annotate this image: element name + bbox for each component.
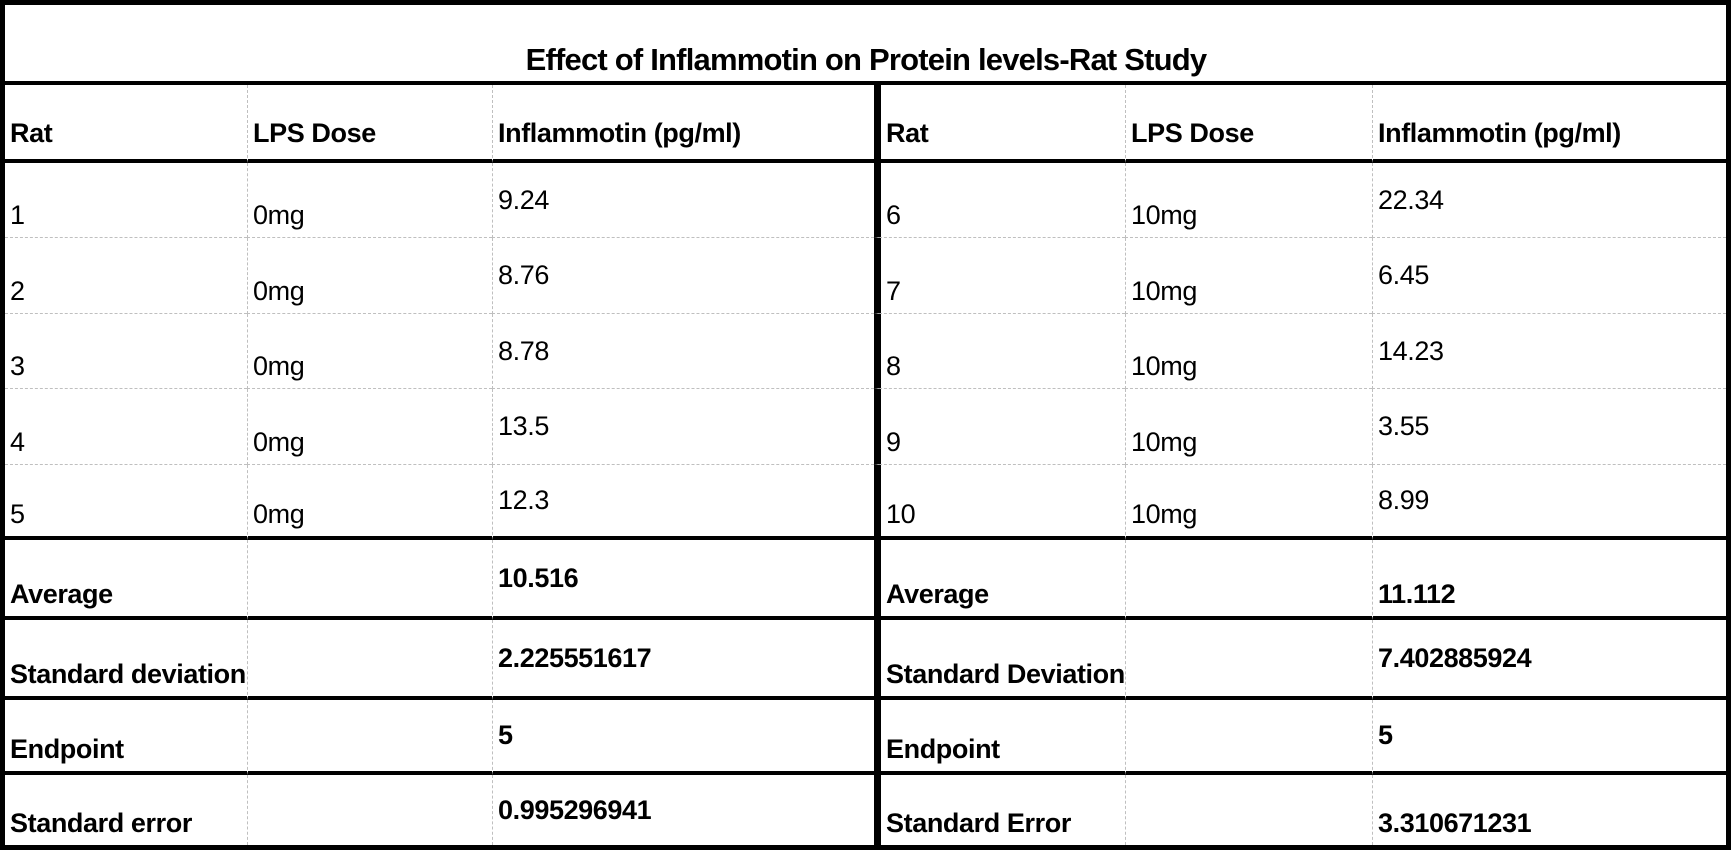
cell-lps-dose: 0mg [247,314,492,389]
cell-rat: 2 [5,238,247,314]
empty-cell [1125,620,1372,700]
empty-cell [247,540,492,620]
cell-rat: 1 [5,163,247,238]
summary-label-standard-deviation: Standard Deviation [874,620,1125,700]
summary-label-endpoint: Endpoint [5,700,247,775]
cell-inflammotin-value: 9.24 [492,163,874,238]
cell-rat: 7 [874,238,1125,314]
cell-inflammotin-value: 3.55 [1372,389,1726,465]
empty-cell [247,775,492,845]
right-header-lps-dose: LPS Dose [1125,85,1372,163]
summary-label-endpoint: Endpoint [874,700,1125,775]
cell-inflammotin-value: 12.3 [492,465,874,540]
empty-cell [247,700,492,775]
summary-value-average: 11.112 [1372,540,1726,620]
empty-cell [1125,775,1372,845]
cell-lps-dose: 10mg [1125,163,1372,238]
summary-value-standard-error: 3.310671231 [1372,775,1726,845]
empty-cell [1125,700,1372,775]
summary-label-standard-error: Standard Error [874,775,1125,845]
cell-inflammotin-value: 6.45 [1372,238,1726,314]
summary-label-standard-deviation: Standard deviation [5,620,247,700]
cell-inflammotin-value: 8.78 [492,314,874,389]
cell-lps-dose: 10mg [1125,314,1372,389]
cell-lps-dose: 0mg [247,389,492,465]
cell-rat: 10 [874,465,1125,540]
cell-lps-dose: 0mg [247,465,492,540]
summary-label-standard-error: Standard error [10,807,192,838]
cell-inflammotin-value: 14.23 [1372,314,1726,389]
cell-rat: 9 [874,389,1125,465]
empty-cell [1125,540,1372,620]
cell-inflammotin-value: 13.5 [492,389,874,465]
left-header-inflammotin: Inflammotin (pg/ml) [492,85,874,163]
cell-rat: 8 [874,314,1125,389]
summary-value-standard-deviation: 7.402885924 [1372,620,1726,700]
summary-value-standard-error: 0.995296941 [492,775,874,845]
summary-value-endpoint: 5 [1372,700,1726,775]
cell-lps-dose: 0mg [247,163,492,238]
right-header-inflammotin: Inflammotin (pg/ml) [1372,85,1726,163]
cell-inflammotin-value: 22.34 [1372,163,1726,238]
cell-rat: 3 [5,314,247,389]
table-grid: Effect of Inflammotin on Protein levels-… [5,5,1726,845]
summary-value-standard-deviation: 2.225551617 [492,620,874,700]
cell-lps-dose: 0mg [247,238,492,314]
right-header-rat: Rat [874,85,1125,163]
left-header-rat: Rat [5,85,247,163]
summary-value-endpoint: 5 [492,700,874,775]
cell-inflammotin-value: 8.76 [492,238,874,314]
cell-lps-dose: 10mg [1125,238,1372,314]
left-header-lps-dose: LPS Dose [247,85,492,163]
summary-value-average: 10.516 [492,540,874,620]
cell-rat: 6 [874,163,1125,238]
cell-inflammotin-value: 8.99 [1372,465,1726,540]
cell-rat: 5 [5,465,247,540]
cell-lps-dose: 10mg [1125,389,1372,465]
summary-label-average: Average [5,540,247,620]
cell-rat: 4 [5,389,247,465]
table-title: Effect of Inflammotin on Protein levels-… [5,5,1726,85]
empty-cell [247,620,492,700]
cell-lps-dose: 10mg [1125,465,1372,540]
summary-label-average: Average [874,540,1125,620]
